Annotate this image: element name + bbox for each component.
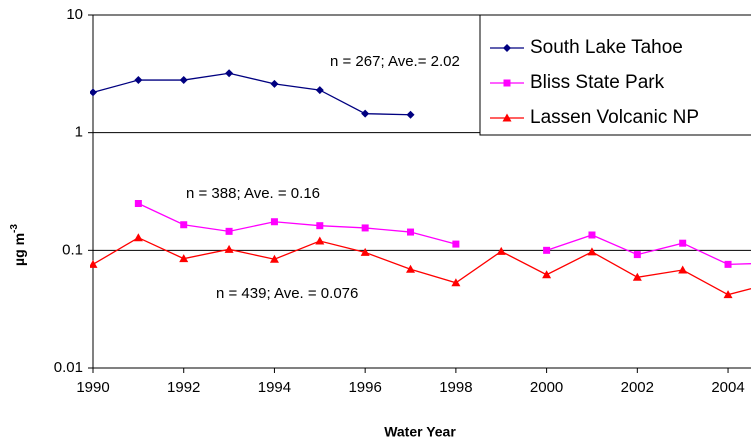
marker [587,247,597,256]
y-tick-label: 1 [75,124,83,141]
y-tick-label: 0.1 [62,241,83,258]
marker [225,227,233,235]
legend-label: Bliss State Park [530,72,665,93]
marker [180,221,188,229]
marker [632,272,642,281]
marker [134,200,142,208]
marker [270,79,279,88]
annotation: n = 267; Ave.= 2.02 [330,53,460,70]
marker [134,76,143,85]
marker [542,270,552,279]
x-axis-label: Water Year [384,424,456,440]
marker [316,222,324,230]
marker [452,240,460,248]
marker [588,231,596,239]
marker [90,259,98,268]
marker [451,278,461,287]
annotation: n = 388; Ave. = 0.16 [186,185,320,202]
marker [270,218,278,226]
marker [361,109,370,118]
marker [502,113,512,122]
x-tick-label: 2004 [711,379,744,396]
legend-label: Lassen Volcanic NP [530,107,699,128]
marker [315,86,324,95]
marker [724,260,732,268]
marker [360,247,370,256]
legend-label: South Lake Tahoe [530,37,683,58]
marker [179,76,188,85]
y-axis-label: µg m-3 [9,224,27,266]
marker [407,228,415,236]
legend-box [479,14,751,136]
marker [679,239,687,247]
series-line [92,72,411,116]
marker [678,265,688,274]
x-tick-label: 1994 [258,379,291,396]
marker [90,88,97,97]
x-tick-label: 1996 [348,379,381,396]
marker [361,224,369,232]
marker [503,44,511,52]
marker [723,290,733,299]
marker [406,264,416,273]
x-tick-label: 2000 [530,379,563,396]
marker [179,254,189,263]
marker [133,233,143,242]
series-line [92,236,751,296]
marker [269,254,279,263]
marker [543,246,551,254]
marker [225,69,234,78]
y-axis-label-text: µg m [11,233,27,266]
series-line [138,202,751,266]
x-tick-label: 1992 [167,379,200,396]
annotation: n = 439; Ave. = 0.076 [216,285,358,302]
plot-area [90,69,751,299]
marker [503,79,511,87]
y-axis-label-superscript: -3 [9,224,20,233]
marker [315,236,325,245]
y-tick-label: 10 [66,6,83,23]
x-tick-label: 1990 [76,379,109,396]
marker [496,246,506,255]
marker [224,244,234,253]
y-tick-label: 0.01 [54,359,83,376]
marker [406,110,415,119]
marker [633,251,641,259]
x-tick-label: 1998 [439,379,472,396]
x-tick-label: 2002 [621,379,654,396]
